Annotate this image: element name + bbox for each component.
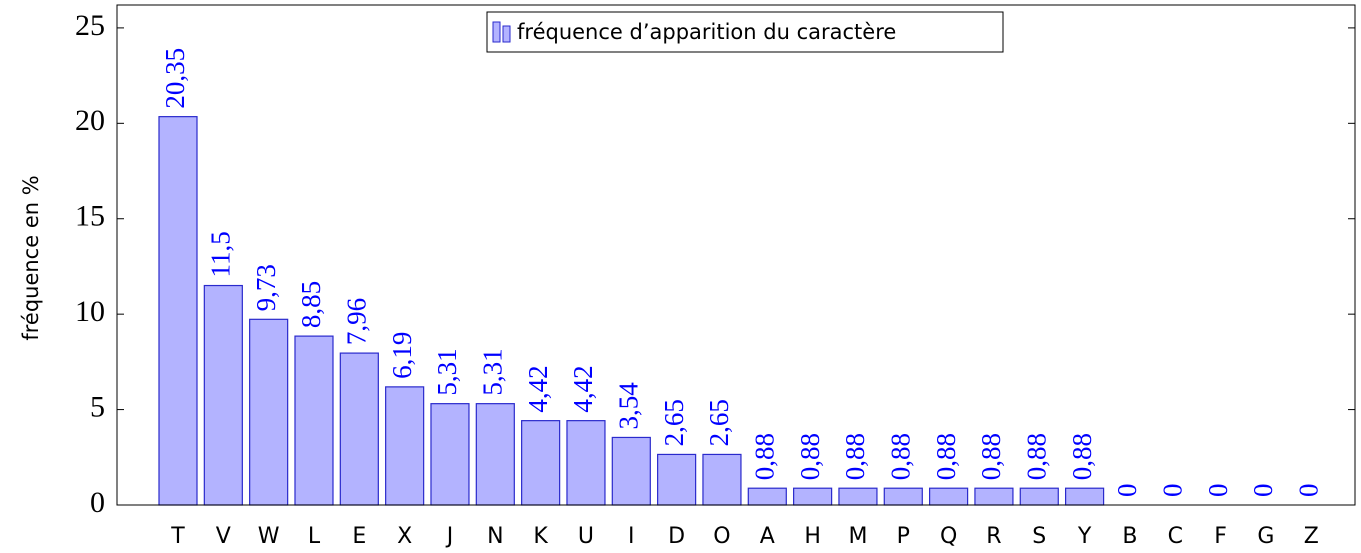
value-label: 5,31 (478, 348, 508, 395)
bar (838, 487, 878, 506)
x-tick-label: G (1257, 524, 1274, 549)
x-tick-label: H (804, 524, 821, 549)
y-tick-label: 25 (75, 9, 105, 42)
x-tick-label: R (986, 524, 1001, 549)
bar (158, 116, 198, 506)
value-label: 0,88 (840, 433, 870, 480)
value-label: 8,85 (296, 281, 326, 328)
x-tick-label: U (578, 524, 594, 549)
bar (929, 487, 969, 506)
value-label: 0 (1293, 484, 1323, 498)
plot-frame (116, 4, 1356, 506)
value-label: 11,5 (206, 231, 236, 277)
bar (203, 284, 243, 506)
value-label: 4,42 (568, 365, 598, 412)
bar (702, 453, 742, 506)
value-label: 0 (1157, 484, 1187, 498)
legend-box (486, 11, 1004, 53)
x-tick-label: I (628, 524, 635, 549)
x-tick-label: O (713, 524, 730, 549)
value-label: 3,54 (614, 382, 644, 430)
bar (339, 352, 379, 506)
x-tick-label: Q (940, 524, 957, 549)
bar (1019, 487, 1059, 506)
legend-label: fréquence d’apparition du caractère (517, 20, 896, 44)
x-tick-label: A (760, 524, 775, 549)
value-label: 0,88 (931, 433, 961, 480)
x-tick-label: F (1214, 524, 1227, 549)
x-tick-label: Z (1304, 524, 1319, 549)
bar (521, 420, 561, 506)
value-label: 2,65 (659, 399, 689, 446)
bar (475, 403, 515, 506)
x-tick-label: P (897, 524, 910, 549)
x-tick-label: D (668, 524, 685, 549)
x-tick-label: L (308, 524, 321, 549)
bar (249, 318, 289, 506)
value-label: 0,88 (1021, 433, 1051, 480)
x-tick-label: J (445, 524, 454, 549)
bar (747, 487, 787, 506)
y-tick-label: 5 (90, 390, 105, 423)
value-label: 0,88 (1067, 433, 1097, 480)
value-label: 0 (1248, 484, 1278, 498)
value-label: 0,88 (795, 433, 825, 480)
value-label: 6,19 (387, 332, 417, 379)
value-label: 9,73 (251, 264, 281, 311)
legend-swatch (492, 21, 501, 43)
value-label: 0,88 (976, 433, 1006, 480)
value-label: 5,31 (432, 348, 462, 395)
y-tick-label: 0 (90, 486, 105, 519)
x-tick-label: Y (1077, 524, 1092, 549)
value-label: 0 (1112, 484, 1142, 498)
y-tick-label: 20 (75, 104, 105, 137)
x-tick-label: V (216, 524, 231, 549)
x-tick-label: E (352, 524, 366, 549)
x-tick-label: S (1032, 524, 1046, 549)
x-tick-label: W (258, 524, 280, 549)
y-tick-label: 10 (75, 295, 105, 328)
value-label: 4,42 (523, 365, 553, 412)
y-tick-label: 15 (75, 200, 105, 233)
value-label: 0,88 (885, 433, 915, 480)
value-label: 7,96 (342, 298, 372, 345)
bar (657, 453, 697, 506)
x-tick-label: N (487, 524, 503, 549)
x-tick-label: K (533, 524, 548, 549)
value-label: 2,65 (704, 399, 734, 446)
bar (793, 487, 833, 506)
bar (430, 403, 470, 506)
legend-swatch (502, 25, 511, 43)
bar (566, 420, 606, 506)
value-label: 20,35 (160, 48, 190, 109)
x-tick-label: M (848, 524, 867, 549)
x-tick-label: B (1122, 524, 1137, 549)
bar (294, 335, 334, 506)
value-label: 0 (1203, 484, 1233, 498)
bar (883, 487, 923, 506)
bar (385, 386, 425, 506)
x-tick-label: C (1168, 524, 1183, 549)
bar (974, 487, 1014, 506)
bar (611, 436, 651, 506)
y-axis-label: fréquence en % (19, 175, 43, 340)
bar (1064, 487, 1105, 506)
value-label: 0,88 (749, 433, 779, 480)
x-tick-label: X (397, 524, 412, 549)
x-tick-label: T (170, 524, 185, 549)
